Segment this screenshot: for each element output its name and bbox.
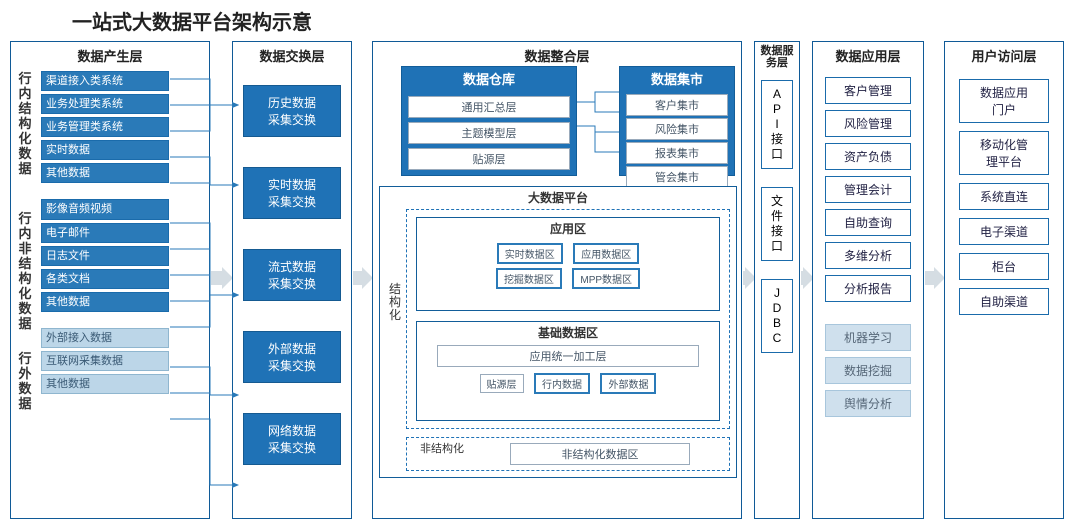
app-item: 资产负债: [825, 143, 911, 170]
unified-layer: 应用统一加工层: [437, 345, 699, 367]
source-item: 互联网采集数据: [41, 351, 169, 371]
col-user-access: 用户访问层 数据应用 门户移动化管 理平台系统直连电子渠道柜台自助渠道: [944, 41, 1064, 519]
access-item: 自助渠道: [959, 288, 1049, 315]
app-cell: 挖掘数据区: [496, 268, 562, 289]
diagram-stage: 数据产生层 渠道接入类系统业务处理类系统业务管理类系统实时数据其他数据影像音频视…: [10, 41, 1070, 521]
source-item: 外部接入数据: [41, 328, 169, 348]
label-unstructured: 非结构化: [412, 443, 472, 456]
col-data-exchange: 数据交换层 历史数据 采集交换实时数据 采集交换流式数据 采集交换外部数据 采集…: [232, 41, 352, 519]
app-item-shaded: 机器学习: [825, 324, 911, 351]
base-cell: 行内数据: [534, 373, 590, 394]
access-item: 系统直连: [959, 183, 1049, 210]
flow-arrow: [925, 271, 935, 285]
app-cell: 应用数据区: [573, 243, 639, 264]
exchange-block: 流式数据 采集交换: [243, 249, 341, 301]
base-cell: 外部数据: [600, 373, 656, 394]
panel-title: 数据集市: [620, 67, 734, 92]
flow-arrow: [801, 271, 804, 285]
group-label: 行内非结构化数据: [17, 212, 33, 332]
access-item: 柜台: [959, 253, 1049, 280]
col-data-source: 数据产生层 渠道接入类系统业务处理类系统业务管理类系统实时数据其他数据影像音频视…: [10, 41, 210, 519]
exchange-block: 外部数据 采集交换: [243, 331, 341, 383]
base-cell: 贴源层: [480, 374, 524, 393]
panel-warehouse: 数据仓库 通用汇总层 主题模型层 贴源层: [401, 66, 577, 176]
mart-item: 管会集市: [626, 166, 728, 188]
mart-item: 风险集市: [626, 118, 728, 140]
app-item: 分析报告: [825, 275, 911, 302]
col-data-integration: 数据整合层 数据仓库 通用汇总层 主题模型层 贴源层 数据集市 客户集市 风险集…: [372, 41, 742, 519]
panel-title: 数据仓库: [402, 67, 576, 92]
col-header: 用户访问层: [945, 42, 1063, 71]
panel-title: 大数据平台: [380, 189, 736, 206]
panel-marts: 数据集市 客户集市 风险集市 报表集市 管会集市: [619, 66, 735, 176]
warehouse-to-marts: [577, 86, 619, 176]
source-item: 其他数据: [41, 292, 169, 312]
page-title: 一站式大数据平台架构示意: [72, 6, 1070, 35]
warehouse-layer: 主题模型层: [408, 122, 570, 144]
service-block: API接口: [761, 80, 793, 169]
warehouse-layer: 通用汇总层: [408, 96, 570, 118]
source-item: 业务处理类系统: [41, 94, 169, 114]
warehouse-layer: 贴源层: [408, 148, 570, 170]
unstructured-area: 非结构化数据区: [510, 443, 690, 465]
exchange-block: 实时数据 采集交换: [243, 167, 341, 219]
access-item: 电子渠道: [959, 218, 1049, 245]
exchange-block: 历史数据 采集交换: [243, 85, 341, 137]
app-item-shaded: 舆情分析: [825, 390, 911, 417]
app-item: 自助查询: [825, 209, 911, 236]
panel-app-area: 应用区 实时数据区 应用数据区 挖掘数据区 MPP数据区: [416, 217, 720, 311]
source-item: 各类文档: [41, 269, 169, 289]
source-item: 电子邮件: [41, 223, 169, 243]
panel-bigdata: 大数据平台 结构化 应用区 实时数据区 应用数据区 挖掘数据区 MPP数据区 基…: [379, 186, 737, 478]
source-item: 其他数据: [41, 374, 169, 394]
col-header: 数据交换层: [233, 42, 351, 71]
service-block: JDBC: [761, 279, 793, 353]
app-item: 风险管理: [825, 110, 911, 137]
app-item-shaded: 数据挖掘: [825, 357, 911, 384]
col-data-application: 数据应用层 客户管理风险管理资产负债管理会计自助查询多维分析分析报告机器学习数据…: [812, 41, 924, 519]
panel-title: 应用区: [417, 220, 719, 237]
col-header: 数据应用层: [813, 42, 923, 71]
mart-item: 客户集市: [626, 94, 728, 116]
flow-arrow: [211, 271, 223, 285]
flow-arrow: [353, 271, 363, 285]
source-item: 其他数据: [41, 163, 169, 183]
source-item: 实时数据: [41, 140, 169, 160]
service-block: 文件接口: [761, 187, 793, 261]
col-header: 数据服务层: [755, 42, 799, 72]
app-cell: MPP数据区: [572, 268, 640, 289]
app-item: 管理会计: [825, 176, 911, 203]
access-item: 数据应用 门户: [959, 79, 1049, 123]
label-structured: 结构化: [388, 283, 402, 323]
mart-item: 报表集市: [626, 142, 728, 164]
source-item: 业务管理类系统: [41, 117, 169, 137]
col-data-service: 数据服务层 API接口文件接口 JDBC: [754, 41, 800, 519]
flow-arrow: [743, 271, 746, 285]
app-item: 客户管理: [825, 77, 911, 104]
exchange-block: 网络数据 采集交换: [243, 413, 341, 465]
access-item: 移动化管 理平台: [959, 131, 1049, 175]
group-label: 行外数据: [17, 352, 33, 412]
source-item: 影像音频视频: [41, 199, 169, 219]
group-label: 行内结构化数据: [17, 72, 33, 177]
app-cell: 实时数据区: [497, 243, 563, 264]
app-item: 多维分析: [825, 242, 911, 269]
panel-base-area: 基础数据区 应用统一加工层 贴源层 行内数据 外部数据: [416, 321, 720, 421]
source-item: 渠道接入类系统: [41, 71, 169, 91]
source-item: 日志文件: [41, 246, 169, 266]
col-header: 数据产生层: [11, 42, 209, 71]
panel-title: 基础数据区: [417, 324, 719, 341]
